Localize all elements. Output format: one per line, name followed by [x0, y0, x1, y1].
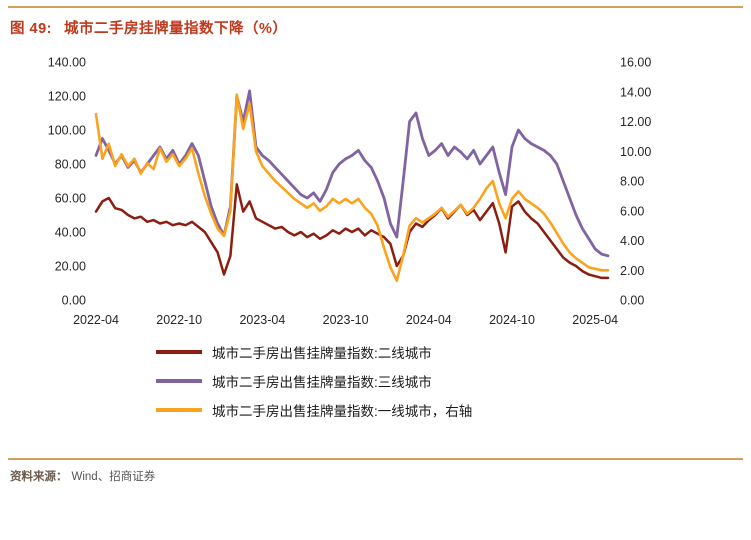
- right-axis-tick-label: 2.00: [620, 264, 644, 278]
- right-axis-tick-label: 14.00: [620, 85, 651, 99]
- right-axis-tick-label: 12.00: [620, 115, 651, 129]
- source-text: Wind、招商证券: [71, 471, 156, 483]
- x-axis-tick-label: 2022-10: [156, 313, 202, 327]
- chart: 0.00 20.00 40.00 60.00 80.00 100.00 120.00 140.…: [8, 42, 743, 420]
- series-line-1: [94, 89, 610, 258]
- left-axis-tick-label: 140.00: [48, 56, 86, 70]
- left-axis-tick-label: 0.00: [62, 294, 86, 308]
- x-axis-tick-label: 2022-04: [73, 313, 119, 327]
- footer-divider: [8, 458, 743, 460]
- x-axis-tick-label: 2023-04: [239, 313, 285, 327]
- right-axis-tick-label: 16.00: [620, 56, 651, 70]
- top-divider: [8, 6, 743, 8]
- left-axis-tick-label: 120.00: [48, 90, 86, 104]
- series-line-2: [94, 93, 610, 282]
- left-axis-tick-label: 40.00: [55, 226, 86, 240]
- figure-label: 图 49:: [10, 21, 52, 37]
- legend-label: 城市二手房出售挂牌量指数:二线城市: [212, 346, 432, 361]
- figure-name: 城市二手房挂牌量指数下降（%）: [64, 21, 288, 37]
- right-axis-tick-label: 0.00: [620, 294, 644, 308]
- series-line-0: [94, 183, 610, 280]
- figure-title: 图 49: 城市二手房挂牌量指数下降（%）: [10, 17, 743, 38]
- source-note: 资料来源： Wind、招商证券: [10, 468, 743, 484]
- report-page: 图 49: 城市二手房挂牌量指数下降（%） 0.00 20.00 40.00 60.00…: [8, 6, 743, 484]
- left-axis-tick-label: 20.00: [55, 260, 86, 274]
- x-axis-tick-label: 2024-10: [489, 313, 535, 327]
- left-axis-tick-label: 60.00: [55, 192, 86, 206]
- source-label: 资料来源：: [10, 471, 68, 483]
- right-axis-tick-label: 10.00: [620, 145, 651, 159]
- legend-item: 城市二手房出售挂牌量指数:三线城市: [156, 371, 743, 391]
- chart-canvas: 0.00 20.00 40.00 60.00 80.00 100.00 120.00 140.…: [48, 56, 652, 328]
- right-axis-tick-label: 4.00: [620, 234, 644, 248]
- legend-label: 城市二手房出售挂牌量指数:一线城市，右轴: [212, 404, 473, 419]
- legend-swatch-1: [156, 379, 202, 383]
- legend-item: 城市二手房出售挂牌量指数:一线城市，右轴: [156, 400, 743, 420]
- x-axis-tick-label: 2023-10: [323, 313, 369, 327]
- left-axis-tick-label: 100.00: [48, 124, 86, 138]
- right-axis-tick-label: 8.00: [620, 175, 644, 189]
- legend-swatch-0: [156, 350, 202, 354]
- legend-item: 城市二手房出售挂牌量指数:二线城市: [156, 342, 743, 362]
- x-axis-tick-label: 2024-04: [406, 313, 452, 327]
- legend-label: 城市二手房出售挂牌量指数:三线城市: [212, 375, 432, 390]
- legend-swatch-2: [156, 408, 202, 412]
- left-axis-tick-label: 80.00: [55, 158, 86, 172]
- x-axis-tick-label: 2025-04: [572, 313, 618, 327]
- right-axis-tick-label: 6.00: [620, 204, 644, 218]
- chart-legend: 城市二手房出售挂牌量指数:二线城市 城市二手房出售挂牌量指数:三线城市城市二手房出…: [156, 342, 743, 420]
